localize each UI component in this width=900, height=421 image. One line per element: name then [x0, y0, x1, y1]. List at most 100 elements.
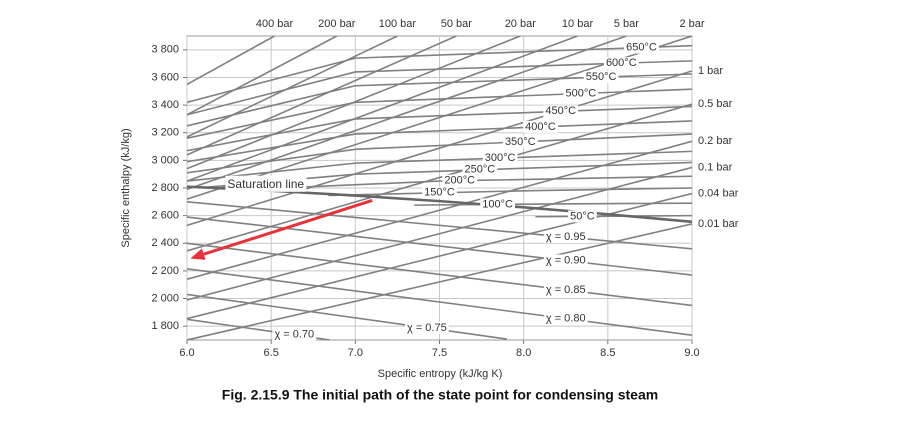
- isobar: [187, 36, 275, 86]
- y-axis-label: Specific enthalpy (kJ/kg): [120, 128, 132, 247]
- x-tick-label: 8.5: [600, 347, 615, 359]
- isotherm-label: 450°C: [545, 105, 576, 117]
- quality-line: [187, 268, 692, 336]
- saturation-label: Saturation line: [227, 177, 304, 191]
- y-tick-label: 3 600: [151, 71, 179, 83]
- quality-label: χ = 0.85: [546, 284, 586, 296]
- x-tick-label: 8.0: [516, 347, 531, 359]
- isobar: [187, 140, 692, 280]
- x-tick-label: 7.5: [432, 347, 447, 359]
- isotherm-label: 100°C: [482, 198, 513, 210]
- isotherm: [535, 214, 692, 218]
- y-tick-label: 2 800: [151, 182, 179, 194]
- isobar-label: 5 bar: [614, 18, 639, 30]
- isotherm: [259, 175, 692, 190]
- arrow-head: [190, 248, 206, 260]
- y-tick-label: 3 800: [151, 44, 179, 56]
- quality-label-bg: [543, 254, 588, 267]
- y-tick-label: 2 200: [151, 265, 179, 277]
- isotherm-label: 50°C: [570, 210, 595, 222]
- isotherm-label-bg: [462, 163, 498, 176]
- isotherm-label-bg: [482, 152, 518, 165]
- y-tick-label: 3 000: [151, 154, 179, 166]
- isobar-label: 0.5 bar: [698, 98, 733, 110]
- x-axis-label: Specific entropy (kJ/kg K): [378, 368, 503, 380]
- isotherm-label-bg: [523, 120, 558, 133]
- isotherm: [187, 73, 692, 127]
- y-tick-label: 2 600: [151, 210, 179, 222]
- isotherm-label-bg: [624, 41, 659, 54]
- isobar-label: 1 bar: [698, 65, 723, 77]
- isobar-label: 100 bar: [379, 18, 417, 30]
- isobar-label: 2 bar: [679, 18, 704, 30]
- isotherm-label-bg: [422, 186, 457, 199]
- isotherm-label-bg: [502, 135, 538, 148]
- isotherm-label: 200°C: [444, 175, 475, 187]
- quality-label-bg: [405, 321, 449, 334]
- isotherm-label: 400°C: [525, 121, 556, 133]
- isobar: [187, 70, 692, 227]
- isotherm-label-bg: [583, 71, 619, 84]
- isotherm-label: 300°C: [485, 152, 516, 164]
- quality-label-bg: [543, 283, 588, 296]
- quality-label: χ = 0.75: [407, 322, 447, 334]
- isobar-label: 0.04 bar: [698, 187, 739, 199]
- curves: [187, 36, 692, 340]
- isobar-label: 200 bar: [318, 18, 356, 30]
- isotherm-label-bg: [563, 87, 599, 100]
- quality-label-bg: [272, 328, 317, 341]
- curve-labels: 650°C 600°C 550°C 500°C 450°C 400°C 350°C 300°C…: [225, 41, 659, 341]
- quality-line: [187, 201, 692, 250]
- isotherm-label-bg: [480, 198, 515, 211]
- quality-label: χ = 0.95: [546, 231, 586, 243]
- quality-label: χ = 0.70: [274, 329, 314, 341]
- isotherm-label: 500°C: [566, 87, 597, 99]
- isotherm-label-bg: [442, 174, 478, 187]
- quality-label: χ = 0.90: [546, 254, 586, 266]
- isobar: [187, 36, 627, 191]
- y-tick-label: 3 200: [151, 127, 179, 139]
- isotherm: [187, 105, 692, 152]
- isotherm-label: 550°C: [586, 71, 617, 83]
- isobar: [187, 223, 692, 340]
- quality-label-bg: [543, 231, 588, 244]
- y-tick-label: 1 800: [151, 320, 179, 332]
- x-tick-label: 6.5: [264, 347, 279, 359]
- isotherm: [187, 150, 692, 182]
- quality-line: [187, 216, 692, 276]
- chart-title: Fig. 2.15.9 The initial path of the stat…: [222, 387, 658, 403]
- quality-line: [187, 293, 507, 340]
- isobar-label: 10 bar: [562, 18, 594, 30]
- isotherm: [187, 133, 692, 174]
- isotherm: [187, 60, 692, 116]
- isotherm-label: 150°C: [424, 187, 455, 199]
- quality-label-bg: [543, 312, 588, 325]
- isobar-label: 0.2 bar: [698, 135, 733, 147]
- isotherm: [414, 202, 692, 206]
- isobar-label: 0.01 bar: [698, 218, 739, 230]
- isotherm-label: 250°C: [465, 164, 496, 176]
- x-tick-label: 9.0: [684, 347, 699, 359]
- y-tick-label: 3 400: [151, 99, 179, 111]
- x-tick-label: 7.0: [348, 347, 363, 359]
- isobar: [187, 36, 338, 116]
- arrow: [203, 199, 373, 256]
- isobar-label: 0.1 bar: [698, 161, 733, 173]
- isotherm-label-bg: [603, 57, 639, 70]
- isotherm-label: 600°C: [606, 57, 637, 69]
- quality-label: χ = 0.80: [546, 312, 586, 324]
- isobar: [187, 36, 578, 182]
- isotherm-label: 650°C: [626, 41, 657, 53]
- quality-line: [187, 242, 692, 307]
- isotherm-label-bg: [568, 210, 597, 223]
- saturation-label-bg: [225, 175, 307, 192]
- isotherm: [187, 44, 692, 104]
- isobar: [187, 36, 398, 138]
- y-tick-label: 2 400: [151, 237, 179, 249]
- y-tick-label: 2 000: [151, 292, 179, 304]
- x-tick-label: 6.0: [179, 347, 194, 359]
- isobar-label: 20 bar: [505, 18, 537, 30]
- isotherm-label-bg: [543, 105, 579, 118]
- isotherm-label: 350°C: [505, 136, 536, 148]
